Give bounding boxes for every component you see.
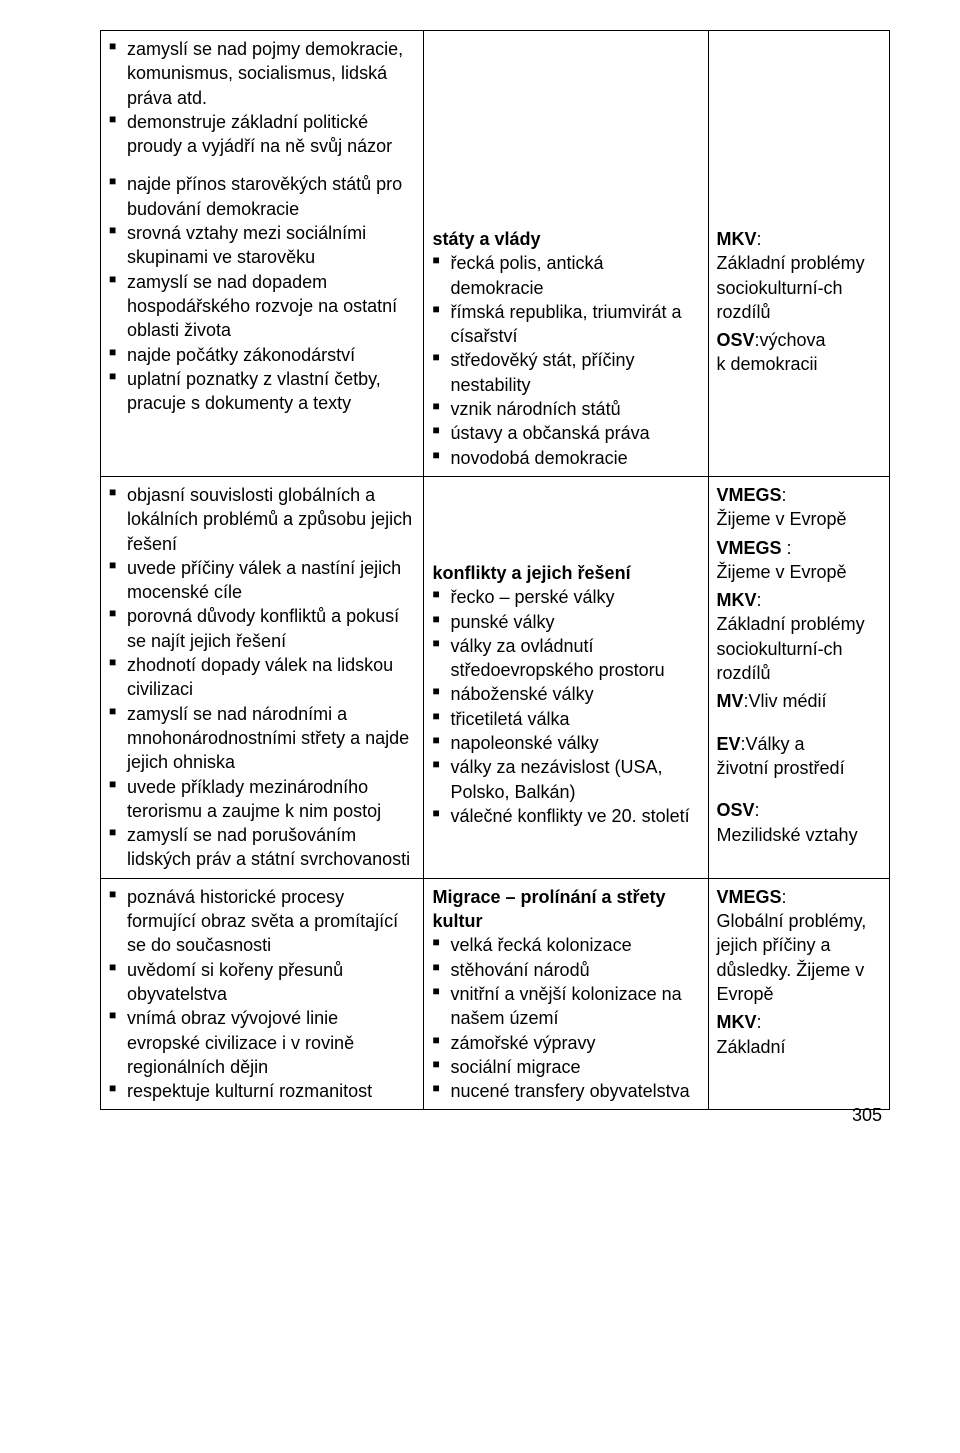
crossref-label: VMEGS <box>717 887 782 907</box>
table-row: objasní souvislosti globálních a lokální… <box>101 476 890 878</box>
list-item: středověký stát, příčiny nestability <box>432 348 699 397</box>
bullet-list: řecko – perské válkypunské válkyválky za… <box>432 585 699 828</box>
crossref-label: MKV <box>717 229 757 249</box>
crossref-text: Mezilidské vztahy <box>717 823 881 847</box>
list-item: velká řecká kolonizace <box>432 933 699 957</box>
list-item: zhodnotí dopady válek na lidskou civiliz… <box>109 653 415 702</box>
list-item: zámořské výpravy <box>432 1031 699 1055</box>
list-item: uvede příčiny válek a nastíní jejich moc… <box>109 556 415 605</box>
list-item: války za nezávislost (USA, Polsko, Balká… <box>432 755 699 804</box>
bullet-list: zamyslí se nad pojmy demokracie, komunis… <box>109 37 415 158</box>
list-item: řecká polis, antická demokracie <box>432 251 699 300</box>
topic-heading: státy a vlády <box>432 227 699 251</box>
crossref-cell: MKV:Základní problémy sociokulturní-ch r… <box>708 31 889 477</box>
crossref-text: k demokracii <box>717 352 881 376</box>
list-item: objasní souvislosti globálních a lokální… <box>109 483 415 556</box>
list-item: vnímá obraz vývojové linie evropské civi… <box>109 1006 415 1079</box>
crossref-label: VMEGS <box>717 485 782 505</box>
bullet-list: řecká polis, antická demokracieřímská re… <box>432 251 699 470</box>
list-item: římská republika, triumvirát a císařství <box>432 300 699 349</box>
list-item: demonstruje základní politické proudy a … <box>109 110 415 159</box>
list-item: nucené transfery obyvatelstva <box>432 1079 699 1103</box>
list-item: uvědomí si kořeny přesunů obyvatelstva <box>109 958 415 1007</box>
page: zamyslí se nad pojmy demokracie, komunis… <box>0 0 960 1140</box>
topic-heading: Migrace – prolínání a střety kultur <box>432 885 699 934</box>
list-item: punské války <box>432 610 699 634</box>
list-item: stěhování národů <box>432 958 699 982</box>
outcomes-cell: poznává historické procesy formující obr… <box>101 878 424 1110</box>
bullet-list: najde přínos starověkých států pro budov… <box>109 172 415 415</box>
list-item: zamyslí se nad pojmy demokracie, komunis… <box>109 37 415 110</box>
crossref-text: Základní problémy sociokulturní-ch rozdí… <box>717 612 881 685</box>
crossref-block: VMEGS:Žijeme v Evropě <box>717 483 881 532</box>
list-item: novodobá demokracie <box>432 446 699 470</box>
bullet-list: velká řecká kolonizacestěhování národůvn… <box>432 933 699 1103</box>
list-item: řecko – perské války <box>432 585 699 609</box>
bullet-list: poznává historické procesy formující obr… <box>109 885 415 1104</box>
crossref-label: VMEGS <box>717 538 787 558</box>
content-table: zamyslí se nad pojmy demokracie, komunis… <box>100 30 890 1110</box>
crossref-block: MKV:Základní problémy sociokulturní-ch r… <box>717 588 881 685</box>
topic-cell: konflikty a jejich řešenířecko – perské … <box>424 476 708 878</box>
list-item: uvede příklady mezinárodního terorismu a… <box>109 775 415 824</box>
topic-heading: konflikty a jejich řešení <box>432 561 699 585</box>
crossref-text: životní prostředí <box>717 756 881 780</box>
crossref-label: EV <box>717 734 741 754</box>
crossref-block: MKV:Základní problémy sociokulturní-ch r… <box>717 227 881 324</box>
topic-cell: státy a vládyřecká polis, antická demokr… <box>424 31 708 477</box>
list-item: vnitřní a vnější kolonizace na našem úze… <box>432 982 699 1031</box>
table-row: poznává historické procesy formující obr… <box>101 878 890 1110</box>
crossref-block: VMEGS :Žijeme v Evropě <box>717 536 881 585</box>
list-item: válečné konflikty ve 20. století <box>432 804 699 828</box>
table-row: zamyslí se nad pojmy demokracie, komunis… <box>101 31 890 477</box>
crossref-block: MKV:Základní <box>717 1010 881 1059</box>
crossref-text: Základní problémy sociokulturní-ch rozdí… <box>717 251 881 324</box>
crossref-label: OSV <box>717 330 755 350</box>
list-item: ústavy a občanská práva <box>432 421 699 445</box>
list-item: války za ovládnutí středoevropského pros… <box>432 634 699 683</box>
outcomes-cell: zamyslí se nad pojmy demokracie, komunis… <box>101 31 424 477</box>
crossref-block: EV:Války aživotní prostředí <box>717 732 881 781</box>
crossref-block: OSV:výchovak demokracii <box>717 328 881 377</box>
crossref-cell: VMEGS:Globální problémy, jejich příčiny … <box>708 878 889 1110</box>
list-item: zamyslí se nad dopadem hospodářského roz… <box>109 270 415 343</box>
crossref-label: MKV <box>717 1012 757 1032</box>
bullet-list: objasní souvislosti globálních a lokální… <box>109 483 415 872</box>
list-item: vznik národních států <box>432 397 699 421</box>
list-item: porovná důvody konfliktů a pokusí se naj… <box>109 604 415 653</box>
page-number: 305 <box>852 1105 882 1126</box>
crossref-text: Žijeme v Evropě <box>717 560 881 584</box>
list-item: napoleonské války <box>432 731 699 755</box>
list-item: poznává historické procesy formující obr… <box>109 885 415 958</box>
crossref-label: MV <box>717 691 744 711</box>
list-item: respektuje kulturní rozmanitost <box>109 1079 415 1103</box>
list-item: náboženské války <box>432 682 699 706</box>
crossref-text: Globální problémy, jejich příčiny a důsl… <box>717 909 881 1006</box>
crossref-block: MV:Vliv médií <box>717 689 881 713</box>
list-item: najde počátky zákonodárství <box>109 343 415 367</box>
list-item: srovná vztahy mezi sociálními skupinami … <box>109 221 415 270</box>
crossref-text: Žijeme v Evropě <box>717 507 881 531</box>
topic-cell: Migrace – prolínání a střety kulturvelká… <box>424 878 708 1110</box>
list-item: třicetiletá válka <box>432 707 699 731</box>
crossref-label: OSV <box>717 800 755 820</box>
outcomes-cell: objasní souvislosti globálních a lokální… <box>101 476 424 878</box>
crossref-label: MKV <box>717 590 757 610</box>
crossref-text: Základní <box>717 1035 881 1059</box>
list-item: uplatní poznatky z vlastní četby, pracuj… <box>109 367 415 416</box>
list-item: zamyslí se nad porušováním lidských práv… <box>109 823 415 872</box>
crossref-block: VMEGS:Globální problémy, jejich příčiny … <box>717 885 881 1006</box>
crossref-block: OSV:Mezilidské vztahy <box>717 798 881 847</box>
list-item: sociální migrace <box>432 1055 699 1079</box>
list-item: zamyslí se nad národními a mnohonárodnos… <box>109 702 415 775</box>
crossref-cell: VMEGS:Žijeme v EvropěVMEGS :Žijeme v Evr… <box>708 476 889 878</box>
list-item: najde přínos starověkých států pro budov… <box>109 172 415 221</box>
